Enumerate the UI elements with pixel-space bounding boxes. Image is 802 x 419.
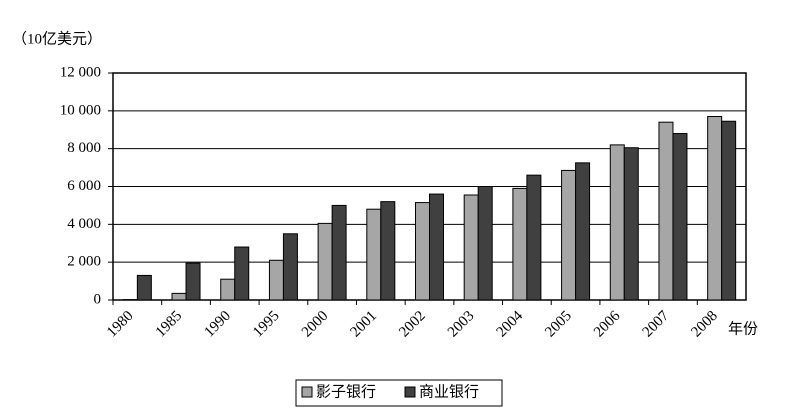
x-tick-label: 2005: [542, 308, 575, 341]
x-tick-label: 2006: [591, 308, 624, 341]
y-tick-label: 4 000: [67, 216, 101, 232]
bar: [380, 201, 396, 301]
bar: [707, 116, 723, 301]
x-tick-label: 2002: [396, 308, 429, 341]
bar: [185, 262, 201, 301]
bar: [317, 222, 333, 301]
legend-swatch: [301, 386, 313, 398]
legend-box: [295, 379, 503, 407]
bar: [268, 259, 284, 301]
x-tick-label: 1980: [104, 308, 137, 341]
x-tick-label: 2001: [348, 308, 381, 341]
x-tick-label: 2004: [494, 308, 527, 341]
bar: [234, 246, 250, 301]
bar: [672, 133, 688, 301]
legend-swatch: [404, 386, 416, 398]
bar: [561, 169, 577, 301]
bar: [463, 194, 479, 301]
x-tick-label: 2007: [640, 308, 673, 341]
bar: [282, 233, 298, 301]
y-axis-label: （10亿美元）: [12, 30, 102, 47]
bar: [526, 174, 542, 301]
x-tick-label: 1985: [153, 308, 186, 341]
y-tick-label: 6 000: [67, 178, 101, 194]
bar: [136, 274, 152, 301]
x-tick-label: 2003: [445, 308, 478, 341]
y-tick-label: 8 000: [67, 140, 101, 156]
x-axis-label: 年份: [728, 320, 758, 337]
bar: [366, 208, 382, 301]
x-tick-label: 2008: [688, 308, 721, 341]
bar: [721, 120, 737, 301]
y-tick-label: 0: [94, 291, 102, 307]
bar: [220, 278, 236, 301]
y-tick-label: 10 000: [60, 102, 101, 118]
bar: [477, 186, 493, 301]
bar: [575, 162, 591, 301]
bar: [623, 147, 639, 301]
bar: [609, 144, 625, 301]
legend-label: 商业银行: [419, 383, 479, 400]
bar: [415, 202, 430, 301]
bar: [429, 193, 444, 301]
legend-label: 影子银行: [316, 383, 376, 400]
x-tick-label: 1990: [201, 308, 234, 341]
bar: [331, 204, 347, 301]
x-tick-label: 1995: [250, 308, 283, 341]
bar: [512, 187, 528, 301]
y-tick-label: 12 000: [60, 64, 101, 80]
bar: [171, 292, 187, 301]
x-tick-label: 2000: [299, 308, 332, 341]
y-tick-label: 2 000: [67, 254, 101, 270]
bar: [658, 121, 674, 301]
